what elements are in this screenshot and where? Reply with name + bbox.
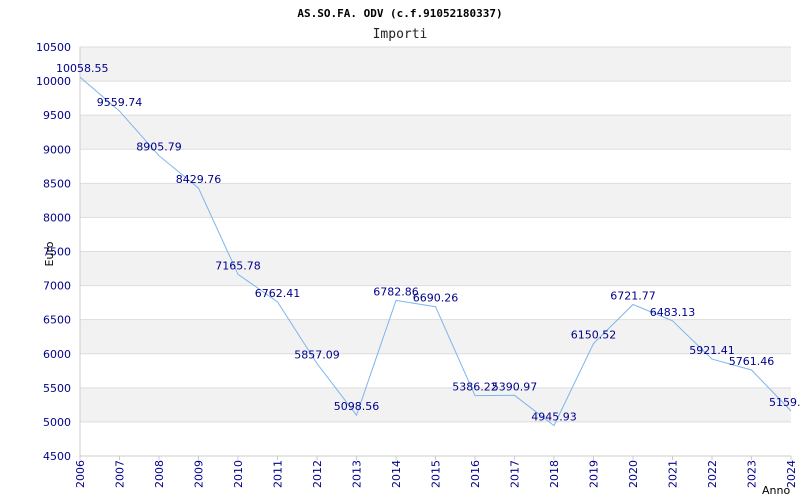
x-tick-label: 2021 [667, 460, 680, 488]
y-tick-label: 7000 [43, 280, 71, 293]
x-tick-label: 2014 [390, 460, 403, 488]
data-label: 7165.78 [215, 259, 261, 272]
x-tick-label: 2020 [627, 460, 640, 488]
x-tick-label: 2009 [193, 460, 206, 488]
x-tick-label: 2012 [311, 460, 324, 488]
x-tick-label: 2015 [430, 460, 443, 488]
data-label: 6782.86 [373, 285, 419, 298]
x-tick-label: 2023 [746, 460, 759, 488]
x-tick-label: 2018 [548, 460, 561, 488]
data-label: 5857.09 [294, 348, 340, 361]
y-axis-label: Euro [43, 241, 56, 266]
gridlines [80, 46, 791, 457]
data-label: 6721.77 [610, 290, 656, 303]
y-tick-label: 7500 [43, 246, 71, 259]
y-tick-label: 6000 [43, 348, 71, 361]
grid-band [80, 319, 791, 354]
data-label: 5390.97 [492, 380, 538, 393]
data-label: 6690.26 [413, 292, 459, 305]
x-tick-label: 2013 [351, 460, 364, 488]
y-tick-label: 9000 [43, 143, 71, 156]
y-tick-label: 10500 [36, 41, 71, 54]
x-tick-label: 2008 [153, 460, 166, 488]
data-label: 10058.55 [56, 62, 109, 75]
data-label: 5386.22 [452, 381, 498, 394]
grid-band [80, 387, 791, 422]
x-tick-label: 2016 [469, 460, 482, 488]
x-tick-label: 2019 [588, 460, 601, 488]
data-label: 9559.74 [97, 96, 143, 109]
x-tick-label: 2011 [272, 460, 285, 488]
x-tick-label: 2024 [785, 460, 798, 488]
chart-title: AS.SO.FA. ODV (c.f.91052180337) [297, 7, 502, 20]
grid-band [80, 115, 791, 150]
data-label: 8905.79 [136, 141, 182, 154]
x-axis-label: Anno [762, 484, 790, 497]
y-tick-label: 9500 [43, 109, 71, 122]
x-tick-label: 2007 [114, 460, 127, 488]
y-tick-label: 6500 [43, 314, 71, 327]
x-tick-label: 2006 [74, 460, 87, 488]
x-tick-label: 2017 [509, 460, 522, 488]
grid-bands [80, 47, 791, 422]
series-line [79, 76, 792, 427]
data-label: 6150.52 [571, 328, 617, 341]
data-label: 5098.56 [334, 400, 380, 413]
y-tick-label: 10000 [36, 75, 71, 88]
data-label: 5921.41 [689, 344, 735, 357]
grid-band [80, 251, 791, 286]
x-tick-labels: 2006 2007 2008 2009 2010 2011 2012 2013 2014 2015… [74, 456, 798, 488]
x-tick-label: 2022 [706, 460, 719, 488]
data-label: 5761.46 [729, 355, 775, 368]
y-tick-label: 5500 [43, 382, 71, 395]
data-label: 5159.7 [769, 396, 800, 409]
data-label: 4945.93 [531, 411, 577, 424]
y-tick-label: 8000 [43, 211, 71, 224]
y-tick-label: 8500 [43, 177, 71, 190]
y-tick-label: 4500 [43, 450, 71, 463]
data-label: 8429.76 [176, 173, 222, 186]
y-tick-label: 5000 [43, 416, 71, 429]
data-label: 6762.41 [255, 287, 301, 300]
x-tick-label: 2010 [232, 460, 245, 488]
grid-band [80, 47, 791, 82]
data-label: 6483.13 [650, 306, 696, 319]
data-labels: 10058.55 9559.74 8905.79 8429.76 7165.78 6762… [56, 62, 800, 424]
grid-band [80, 183, 791, 218]
chart-subtitle: Importi [373, 27, 428, 42]
y-tick-labels: 4500 5000 5500 6000 6500 7000 7500 8000 8500 9000… [36, 41, 71, 463]
